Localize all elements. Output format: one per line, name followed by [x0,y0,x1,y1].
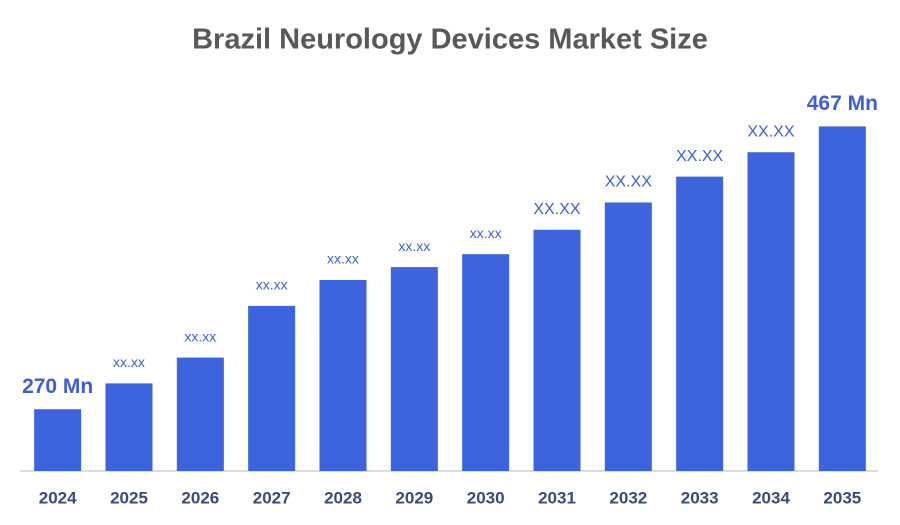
value-label: XX.XX [676,148,723,165]
x-tick-label: 2029 [395,488,433,507]
x-tick-label: 2027 [253,488,291,507]
x-tick-label: 2028 [324,488,362,507]
value-label: XX.XX [533,201,580,218]
value-label: xx.xx [470,225,502,241]
value-label: 270 Mn [22,375,93,398]
value-label: XX.XX [605,174,652,191]
bar [676,176,724,471]
bar [105,383,153,471]
bar [462,254,510,471]
bar [390,267,438,471]
value-label: xx.xx [184,328,216,344]
chart-title: Brazil Neurology Devices Market Size [192,24,708,56]
x-tick-label: 2035 [823,488,861,507]
bar [747,152,795,471]
bar [34,409,82,471]
value-label: xx.xx [327,251,359,267]
value-label: xx.xx [398,238,430,254]
x-tick-label: 2031 [538,488,576,507]
value-label: XX.XX [747,123,794,140]
x-tick-label: 2026 [181,488,219,507]
bar [604,202,652,471]
value-label: xx.xx [113,354,145,370]
x-tick-label: 2032 [609,488,647,507]
x-tick-label: 2033 [681,488,719,507]
x-tick-label: 2030 [467,488,505,507]
x-tick-label: 2034 [752,488,790,507]
x-tick-label: 2024 [39,488,77,507]
bar [176,357,224,471]
value-label: 467 Mn [807,92,878,115]
bar [818,126,866,471]
value-label: xx.xx [256,277,288,293]
bar [319,280,367,471]
bar [533,229,581,471]
bar [248,305,296,471]
x-tick-label: 2025 [110,488,148,507]
